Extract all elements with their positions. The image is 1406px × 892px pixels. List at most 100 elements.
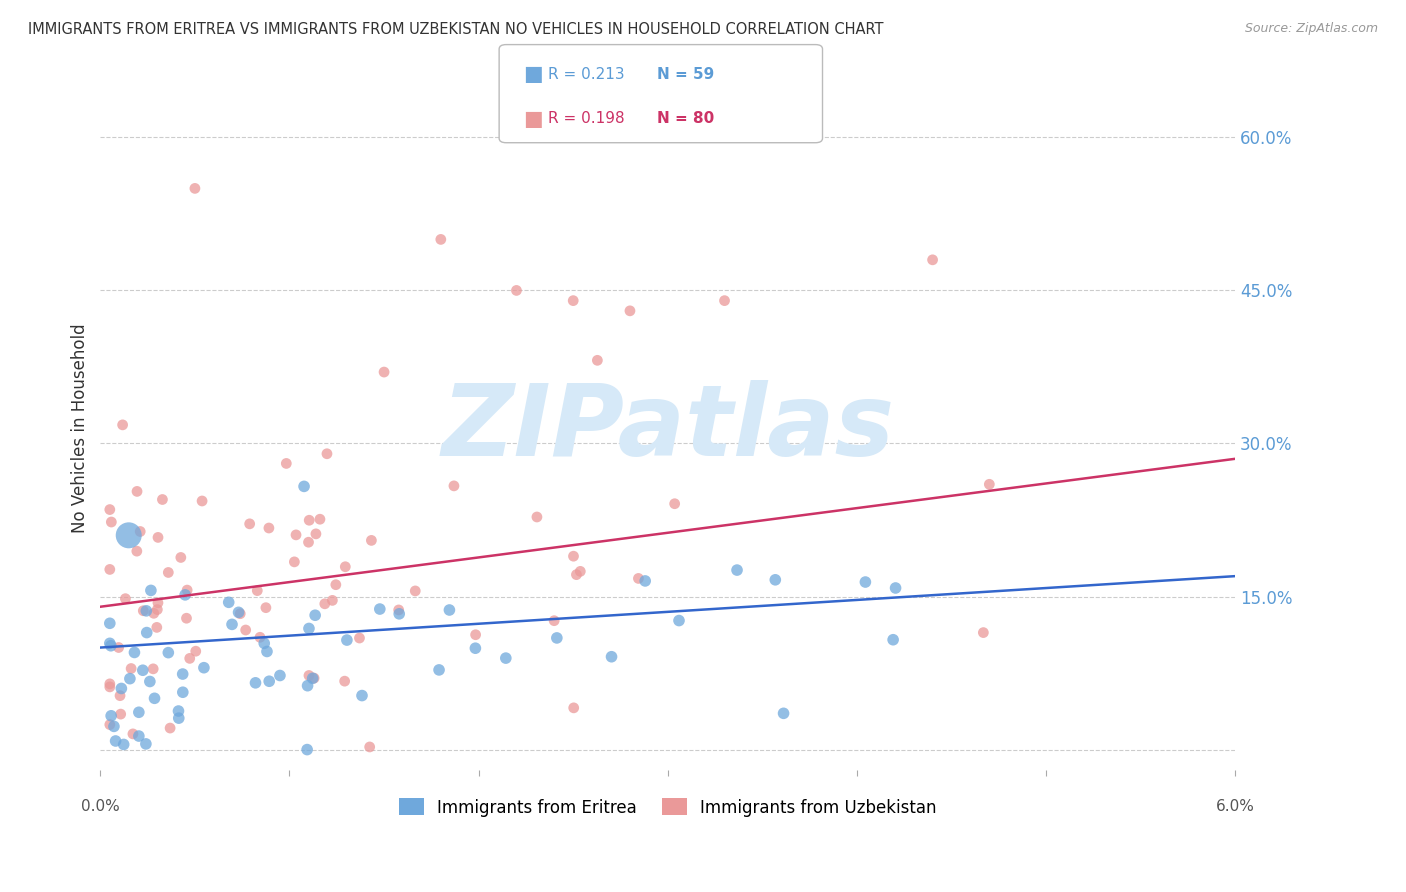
Point <box>359 739 381 754</box>
Text: R = 0.213: R = 0.213 <box>548 67 624 81</box>
Point <box>304 608 326 623</box>
Point <box>562 293 585 308</box>
Text: ZIPatlas: ZIPatlas <box>441 380 894 476</box>
Point <box>505 284 527 298</box>
Point <box>124 645 146 659</box>
Point <box>100 708 122 723</box>
Point <box>562 701 585 715</box>
Point <box>122 727 145 741</box>
Point <box>104 734 127 748</box>
Point <box>664 497 686 511</box>
Point <box>176 611 198 625</box>
Point <box>292 479 315 493</box>
Point <box>565 567 588 582</box>
Point <box>174 588 197 602</box>
Point <box>172 667 194 681</box>
Point <box>129 524 152 539</box>
Point <box>404 583 426 598</box>
Point <box>229 607 252 621</box>
Point <box>427 663 450 677</box>
Point <box>283 555 305 569</box>
Point <box>254 600 277 615</box>
Point <box>430 232 453 246</box>
Point <box>245 676 267 690</box>
Point <box>132 663 155 677</box>
Text: ■: ■ <box>523 109 543 128</box>
Point <box>333 674 356 689</box>
Point <box>135 604 157 618</box>
Point <box>309 512 332 526</box>
Point <box>128 729 150 743</box>
Point <box>98 562 121 576</box>
Point <box>569 565 592 579</box>
Point <box>257 674 280 689</box>
Point <box>184 644 207 658</box>
Text: IMMIGRANTS FROM ERITREA VS IMMIGRANTS FROM UZBEKISTAN NO VEHICLES IN HOUSEHOLD C: IMMIGRANTS FROM ERITREA VS IMMIGRANTS FR… <box>28 22 883 37</box>
Point <box>108 689 131 703</box>
Point <box>193 661 215 675</box>
Point <box>321 593 343 607</box>
Text: 0.0%: 0.0% <box>82 798 120 814</box>
Point <box>388 603 411 617</box>
Point <box>600 649 623 664</box>
Point <box>350 689 373 703</box>
Point <box>111 417 134 432</box>
Point <box>191 494 214 508</box>
Point <box>388 607 411 621</box>
Point <box>314 597 336 611</box>
Point <box>221 617 243 632</box>
Y-axis label: No Vehicles in Household: No Vehicles in Household <box>72 324 89 533</box>
Point <box>302 671 325 685</box>
Point <box>855 575 877 590</box>
Point <box>146 602 169 616</box>
Point <box>239 516 262 531</box>
Text: 6.0%: 6.0% <box>1216 798 1254 814</box>
Point <box>249 630 271 644</box>
Point <box>713 293 735 308</box>
Point <box>142 607 165 621</box>
Point <box>443 479 465 493</box>
Point <box>668 614 690 628</box>
Point <box>349 631 371 645</box>
Point <box>100 515 122 529</box>
Point <box>107 640 129 655</box>
Point <box>285 528 308 542</box>
Point <box>464 628 486 642</box>
Text: ■: ■ <box>523 64 543 84</box>
Point <box>167 704 190 718</box>
Point <box>921 252 943 267</box>
Point <box>112 738 135 752</box>
Point <box>335 559 357 574</box>
Point <box>142 662 165 676</box>
Point <box>98 502 121 516</box>
Point <box>336 633 359 648</box>
Point <box>146 530 169 544</box>
Point <box>979 477 1001 491</box>
Point <box>184 181 207 195</box>
Point <box>269 668 291 682</box>
Point <box>159 721 181 735</box>
Point <box>325 577 347 591</box>
Point <box>246 583 269 598</box>
Point <box>135 737 157 751</box>
Point <box>301 671 323 685</box>
Point <box>128 706 150 720</box>
Point <box>167 711 190 725</box>
Point <box>125 484 148 499</box>
Text: N = 80: N = 80 <box>657 112 714 126</box>
Point <box>360 533 382 548</box>
Point <box>114 591 136 606</box>
Point <box>110 681 132 696</box>
Point <box>546 631 568 645</box>
Point <box>305 527 328 541</box>
Point <box>298 622 321 636</box>
Point <box>297 535 319 549</box>
Point <box>439 603 461 617</box>
Point <box>143 691 166 706</box>
Point <box>98 680 121 694</box>
Legend: Immigrants from Eritrea, Immigrants from Uzbekistan: Immigrants from Eritrea, Immigrants from… <box>392 792 943 823</box>
Point <box>98 677 121 691</box>
Point <box>139 674 162 689</box>
Point <box>464 641 486 656</box>
Point <box>176 583 198 598</box>
